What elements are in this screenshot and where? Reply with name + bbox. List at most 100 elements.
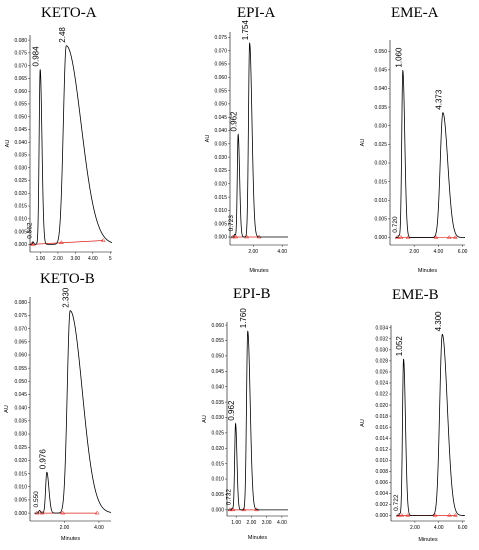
y-tick-label: 0.000 — [211, 508, 224, 514]
baseline-marker — [446, 235, 452, 239]
y-tick-label: 0.020 — [14, 191, 27, 197]
y-tick-label: 0.060 — [211, 323, 224, 329]
baseline-marker — [432, 513, 438, 517]
chart-title: EPI-A — [237, 5, 275, 21]
y-tick-label: 0.014 — [375, 436, 388, 442]
y-tick-label: 0.015 — [374, 179, 387, 185]
baseline-marker — [60, 510, 66, 515]
y-tick-label: 0.020 — [211, 446, 224, 452]
y-tick-label: 0.020 — [14, 458, 27, 464]
peak-label: 0.976 — [38, 449, 47, 470]
x-tick-label: 4.00 — [434, 525, 444, 531]
y-tick-label: 0.025 — [214, 168, 227, 174]
chart-panel-4: KETO-B 0.000 0.005 0.010 0.015 0.020 0.025 0.03… — [4, 271, 112, 542]
y-tick-label: 0.050 — [211, 354, 224, 360]
baseline-marker — [233, 234, 239, 239]
y-tick-label: 0.040 — [14, 405, 27, 411]
y-tick-label: 0.055 — [211, 338, 224, 344]
x-tick-label: 2.00 — [410, 525, 420, 531]
chromatogram-trace — [396, 333, 465, 516]
y-tick-label: 0.045 — [14, 392, 27, 398]
y-tick-label: 0.045 — [14, 127, 27, 133]
x-tick-label: 2.00 — [247, 520, 257, 526]
y-tick-label: 0.040 — [211, 384, 224, 390]
y-tick-label: 0.035 — [374, 105, 387, 111]
x-tick-label: 6.00 — [458, 249, 468, 255]
x-tick-label: 3.00 — [262, 520, 272, 526]
y-tick-label: 0.060 — [14, 89, 27, 95]
peak-label: 0.962 — [227, 400, 236, 421]
x-tick-label: 2.00 — [60, 525, 70, 531]
y-tick-label: 0.015 — [14, 471, 27, 477]
baseline-marker — [405, 513, 411, 517]
y-tick-label: 0.055 — [214, 88, 227, 94]
y-tick-label: 0.010 — [14, 217, 27, 223]
peak-label: 2.48 — [58, 27, 67, 43]
x-tick-label: 4.00 — [277, 249, 287, 255]
y-tick-label: 0.070 — [14, 326, 27, 332]
x-axis-title: Minutes — [418, 537, 438, 543]
y-tick-label: 0.030 — [375, 348, 388, 354]
y-tick-label: 0.015 — [14, 204, 27, 210]
y-tick-label: 0.020 — [374, 161, 387, 167]
y-tick-label: 0.075 — [214, 35, 227, 41]
chromatogram-trace — [30, 45, 113, 245]
y-tick-label: 0.032 — [375, 337, 388, 343]
y-tick-label: 0.040 — [214, 128, 227, 134]
y-tick-label: 0.035 — [211, 400, 224, 406]
x-axis-title: Minutes — [249, 268, 269, 274]
x-tick-label: 2.00 — [409, 249, 419, 255]
chart-title: KETO-B — [40, 271, 95, 287]
y-tick-label: 0.010 — [375, 458, 388, 464]
y-tick-label: 0.060 — [14, 353, 27, 359]
y-tick-label: 0.000 — [14, 511, 27, 517]
peak-label: 0.723 — [228, 215, 235, 232]
y-tick-label: 0.024 — [375, 381, 388, 387]
y-tick-label: 0.000 — [375, 513, 388, 519]
peak-label: 1.754 — [241, 20, 250, 41]
y-tick-label: 0.025 — [14, 178, 27, 184]
y-tick-label: 0.030 — [214, 155, 227, 161]
y-tick-label: 0.045 — [374, 68, 387, 74]
baseline-marker — [399, 513, 405, 517]
y-tick-label: 0.015 — [211, 461, 224, 467]
y-tick-label: 0.055 — [14, 366, 27, 372]
peak-label: 4.373 — [434, 89, 443, 110]
y-tick-label: 0.025 — [14, 445, 27, 451]
y-tick-label: 0.045 — [211, 369, 224, 375]
chart-panel-3: EME-A 0.000 0.005 0.010 0.015 0.020 0.025 0.030… — [360, 5, 468, 274]
y-tick-label: 0.050 — [374, 49, 387, 55]
y-tick-label: 0.008 — [375, 469, 388, 475]
chart-title: KETO-A — [41, 5, 97, 21]
baseline-marker — [452, 513, 458, 517]
peak-label: 0.720 — [392, 216, 399, 233]
y-tick-label: 0.050 — [14, 114, 27, 120]
y-tick-label: 0.080 — [14, 38, 27, 44]
y-tick-label: 0.050 — [214, 102, 227, 108]
y-tick-label: 0.010 — [211, 477, 224, 483]
chart-panel-1: KETO-A 0.000 0.005 0.010 0.015 0.020 0.025 0.03… — [5, 5, 113, 262]
y-tick-label: 0.005 — [214, 221, 227, 227]
y-tick-label: 0.000 — [374, 235, 387, 241]
peak-label: 0.732 — [226, 489, 233, 506]
x-tick-label: 2.00 — [53, 256, 63, 262]
baseline-marker — [94, 510, 100, 515]
peak-label: 0.562 — [26, 222, 33, 239]
y-tick-label: 0.004 — [375, 491, 388, 497]
x-tick-label: 4.00 — [94, 525, 104, 531]
baseline-marker — [230, 507, 236, 512]
chart-title: EPI-B — [233, 286, 271, 302]
y-tick-label: 0.070 — [214, 48, 227, 54]
y-tick-label: 0.035 — [214, 142, 227, 148]
y-tick-label: 0.018 — [375, 414, 388, 420]
peak-label: 0.722 — [393, 494, 400, 511]
y-tick-label: 0.000 — [14, 242, 27, 248]
chromatogram-trace — [34, 310, 112, 514]
chart-title: EME-B — [392, 287, 439, 303]
baseline-marker — [241, 507, 247, 512]
y-tick-label: 0.010 — [374, 198, 387, 204]
baseline-marker — [433, 235, 439, 239]
y-tick-label: 0.028 — [375, 359, 388, 365]
y-tick-label: 0.005 — [374, 217, 387, 223]
